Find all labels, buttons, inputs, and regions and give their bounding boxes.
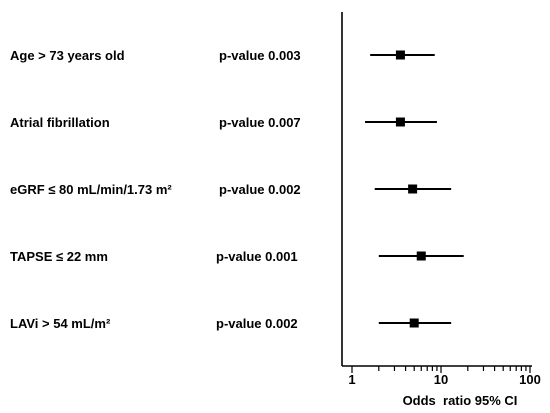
- row-label: TAPSE ≤ 22 mm: [10, 249, 108, 264]
- row-labels-group: Age > 73 years old p-value 0.003 Atrial fi…: [10, 48, 301, 331]
- row-label: LAVi > 54 mL/m²: [10, 316, 111, 331]
- odds-ratio-marker: [408, 184, 418, 194]
- row-label: Age > 73 years old: [10, 48, 125, 63]
- p-value-label: p-value 0.002: [216, 316, 298, 331]
- p-value-label: p-value 0.007: [219, 115, 301, 130]
- odds-ratio-marker: [395, 117, 405, 127]
- x-tick-label: 100: [519, 372, 541, 387]
- p-value-label: p-value 0.003: [219, 48, 301, 63]
- odds-ratio-marker: [395, 50, 405, 60]
- row-label: eGRF ≤ 80 mL/min/1.73 m²: [10, 182, 172, 197]
- x-tick-label: 1: [348, 372, 355, 387]
- estimates-group: [365, 50, 464, 328]
- odds-ratio-marker: [409, 318, 419, 328]
- x-ticks-group: 1 10 100: [348, 366, 541, 387]
- odds-ratio-marker: [416, 251, 426, 261]
- x-axis-label: Odds ratio 95% CI: [403, 393, 518, 408]
- x-tick-label: 10: [434, 372, 448, 387]
- p-value-label: p-value 0.001: [216, 249, 298, 264]
- row-label: Atrial fibrillation: [10, 115, 110, 130]
- p-value-label: p-value 0.002: [219, 182, 301, 197]
